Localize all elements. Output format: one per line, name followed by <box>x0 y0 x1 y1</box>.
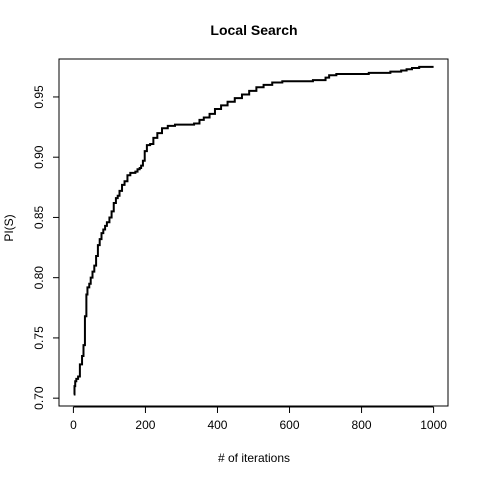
y-tick-label: 0.75 <box>32 326 46 350</box>
y-axis-label: PI(S) <box>2 214 16 241</box>
y-tick-label: 0.95 <box>32 85 46 109</box>
y-tick-label: 0.70 <box>32 386 46 410</box>
y-tick-label: 0.90 <box>32 145 46 169</box>
y-tick-label: 0.85 <box>32 205 46 229</box>
x-tick-label: 0 <box>70 418 77 432</box>
x-tick-label: 800 <box>352 418 372 432</box>
y-tick-label: 0.80 <box>32 266 46 290</box>
x-tick-label: 1000 <box>420 418 447 432</box>
x-tick-label: 400 <box>207 418 227 432</box>
x-tick-label: 600 <box>280 418 300 432</box>
chart-title: Local Search <box>210 22 297 38</box>
x-axis-label: # of iterations <box>218 451 290 465</box>
x-tick-label: 200 <box>135 418 155 432</box>
